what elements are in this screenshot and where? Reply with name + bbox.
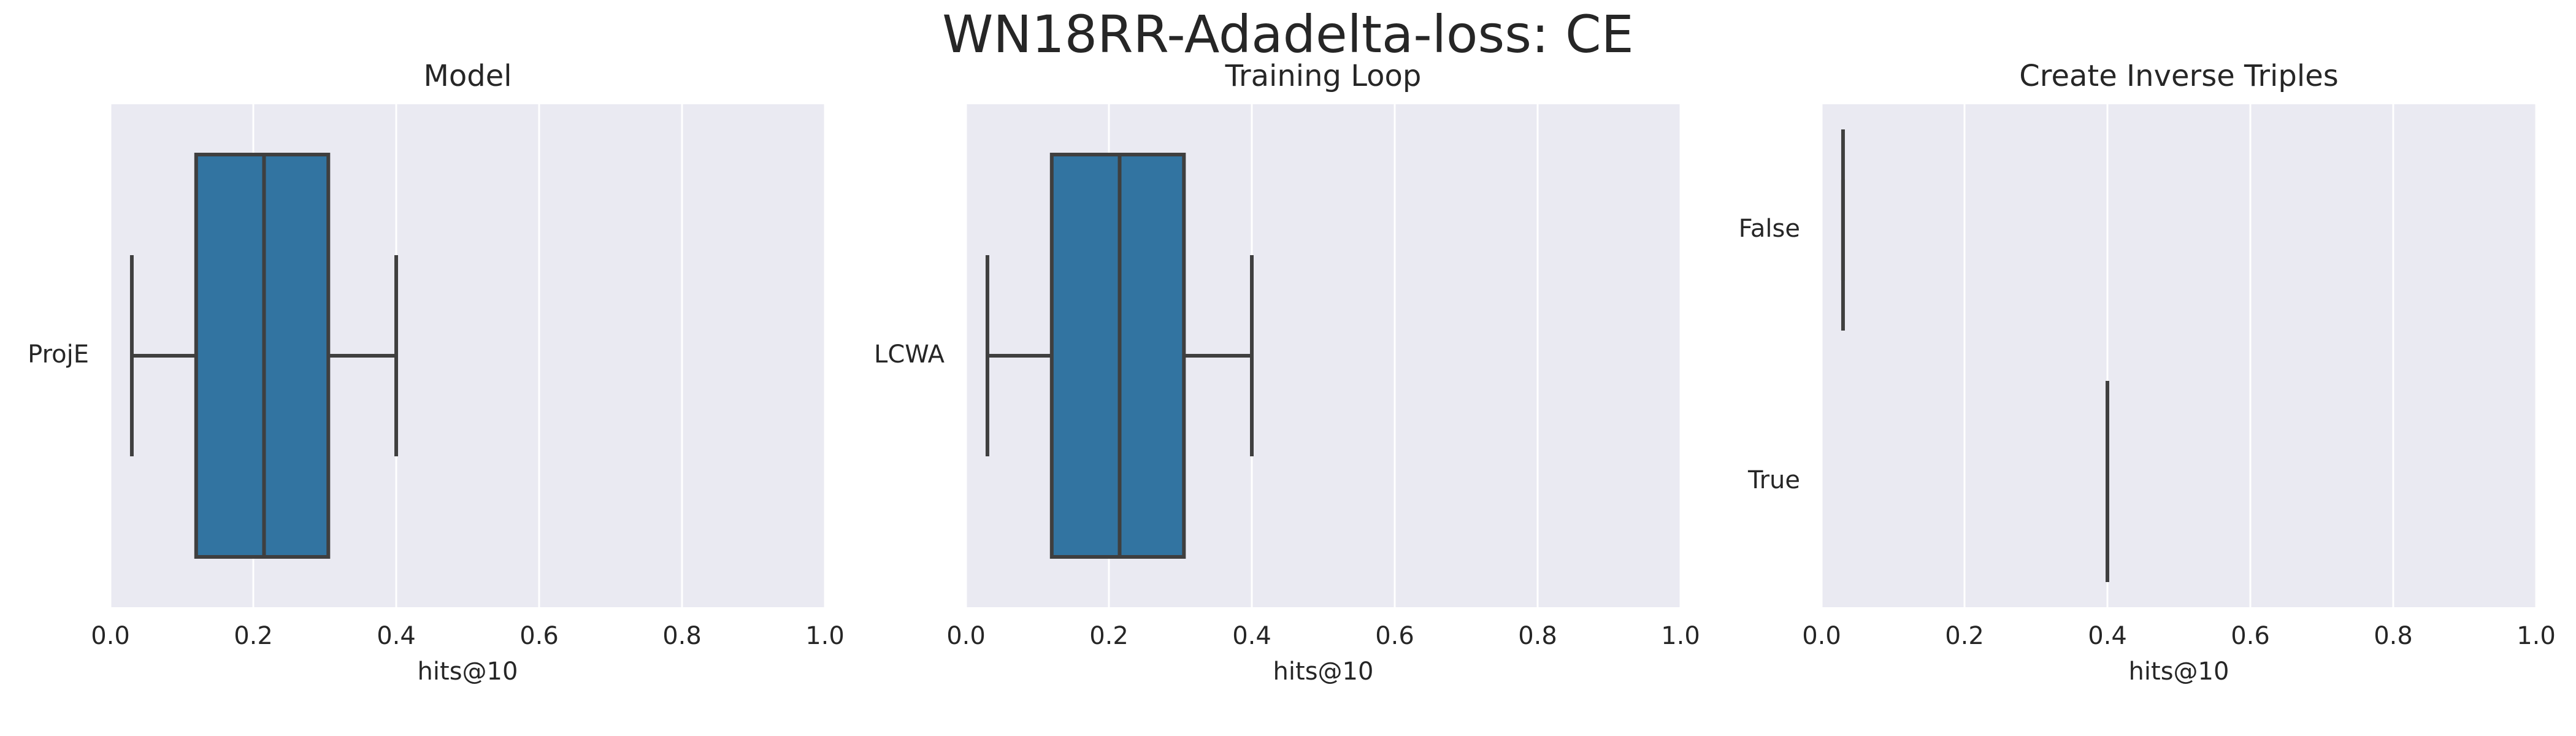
subplot-title: Create Inverse Triples — [2019, 59, 2338, 93]
x-tick-label: 0.0 — [946, 622, 986, 650]
figure-title: WN18RR-Adadelta-loss: CE — [942, 4, 1634, 64]
x-tick-label: 0.4 — [377, 622, 416, 650]
x-tick-label: 0.2 — [1089, 622, 1129, 650]
subplot-1: 0.0 0.2 0.4 0.6 0.8 1.0 Model hits@10 ProjE — [28, 59, 845, 686]
x-tick-label: 0.6 — [1375, 622, 1414, 650]
y-tick-label: LCWA — [874, 340, 945, 369]
x-tick-label: 0.6 — [2231, 622, 2270, 650]
y-tick-label: False — [1739, 215, 1800, 243]
x-tick-label: 1.0 — [2517, 622, 2556, 650]
x-tick-label: 0.8 — [1518, 622, 1557, 650]
x-tick-label: 1.0 — [805, 622, 845, 650]
x-tick-label: 0.2 — [234, 622, 273, 650]
y-tick-label: True — [1747, 466, 1800, 494]
x-axis-label: hits@10 — [1273, 657, 1374, 686]
subplot-title: Model — [423, 59, 512, 93]
x-tick-label: 0.0 — [91, 622, 130, 650]
x-tick-label: 0.2 — [1945, 622, 1984, 650]
subplot-3: 0.0 0.2 0.4 0.6 0.8 1.0 Create Inverse Triples… — [1739, 59, 2556, 686]
x-tick-label: 0.4 — [2088, 622, 2127, 650]
x-tick-label: 0.8 — [2374, 622, 2413, 650]
x-tick-label: 0.4 — [1232, 622, 1271, 650]
plot-area — [1822, 104, 2536, 607]
x-tick-label: 0.8 — [662, 622, 702, 650]
x-axis-label: hits@10 — [418, 657, 518, 686]
x-tick-label: 1.0 — [1661, 622, 1700, 650]
subplot-title: Training Loop — [1225, 59, 1422, 93]
x-axis-label: hits@10 — [2129, 657, 2229, 686]
x-tick-label: 0.0 — [1802, 622, 1841, 650]
x-tick-label: 0.6 — [519, 622, 559, 650]
y-tick-label: ProjE — [28, 340, 89, 369]
subplot-2: 0.0 0.2 0.4 0.6 0.8 1.0 Training Loop hits@10 LC… — [874, 59, 1700, 686]
